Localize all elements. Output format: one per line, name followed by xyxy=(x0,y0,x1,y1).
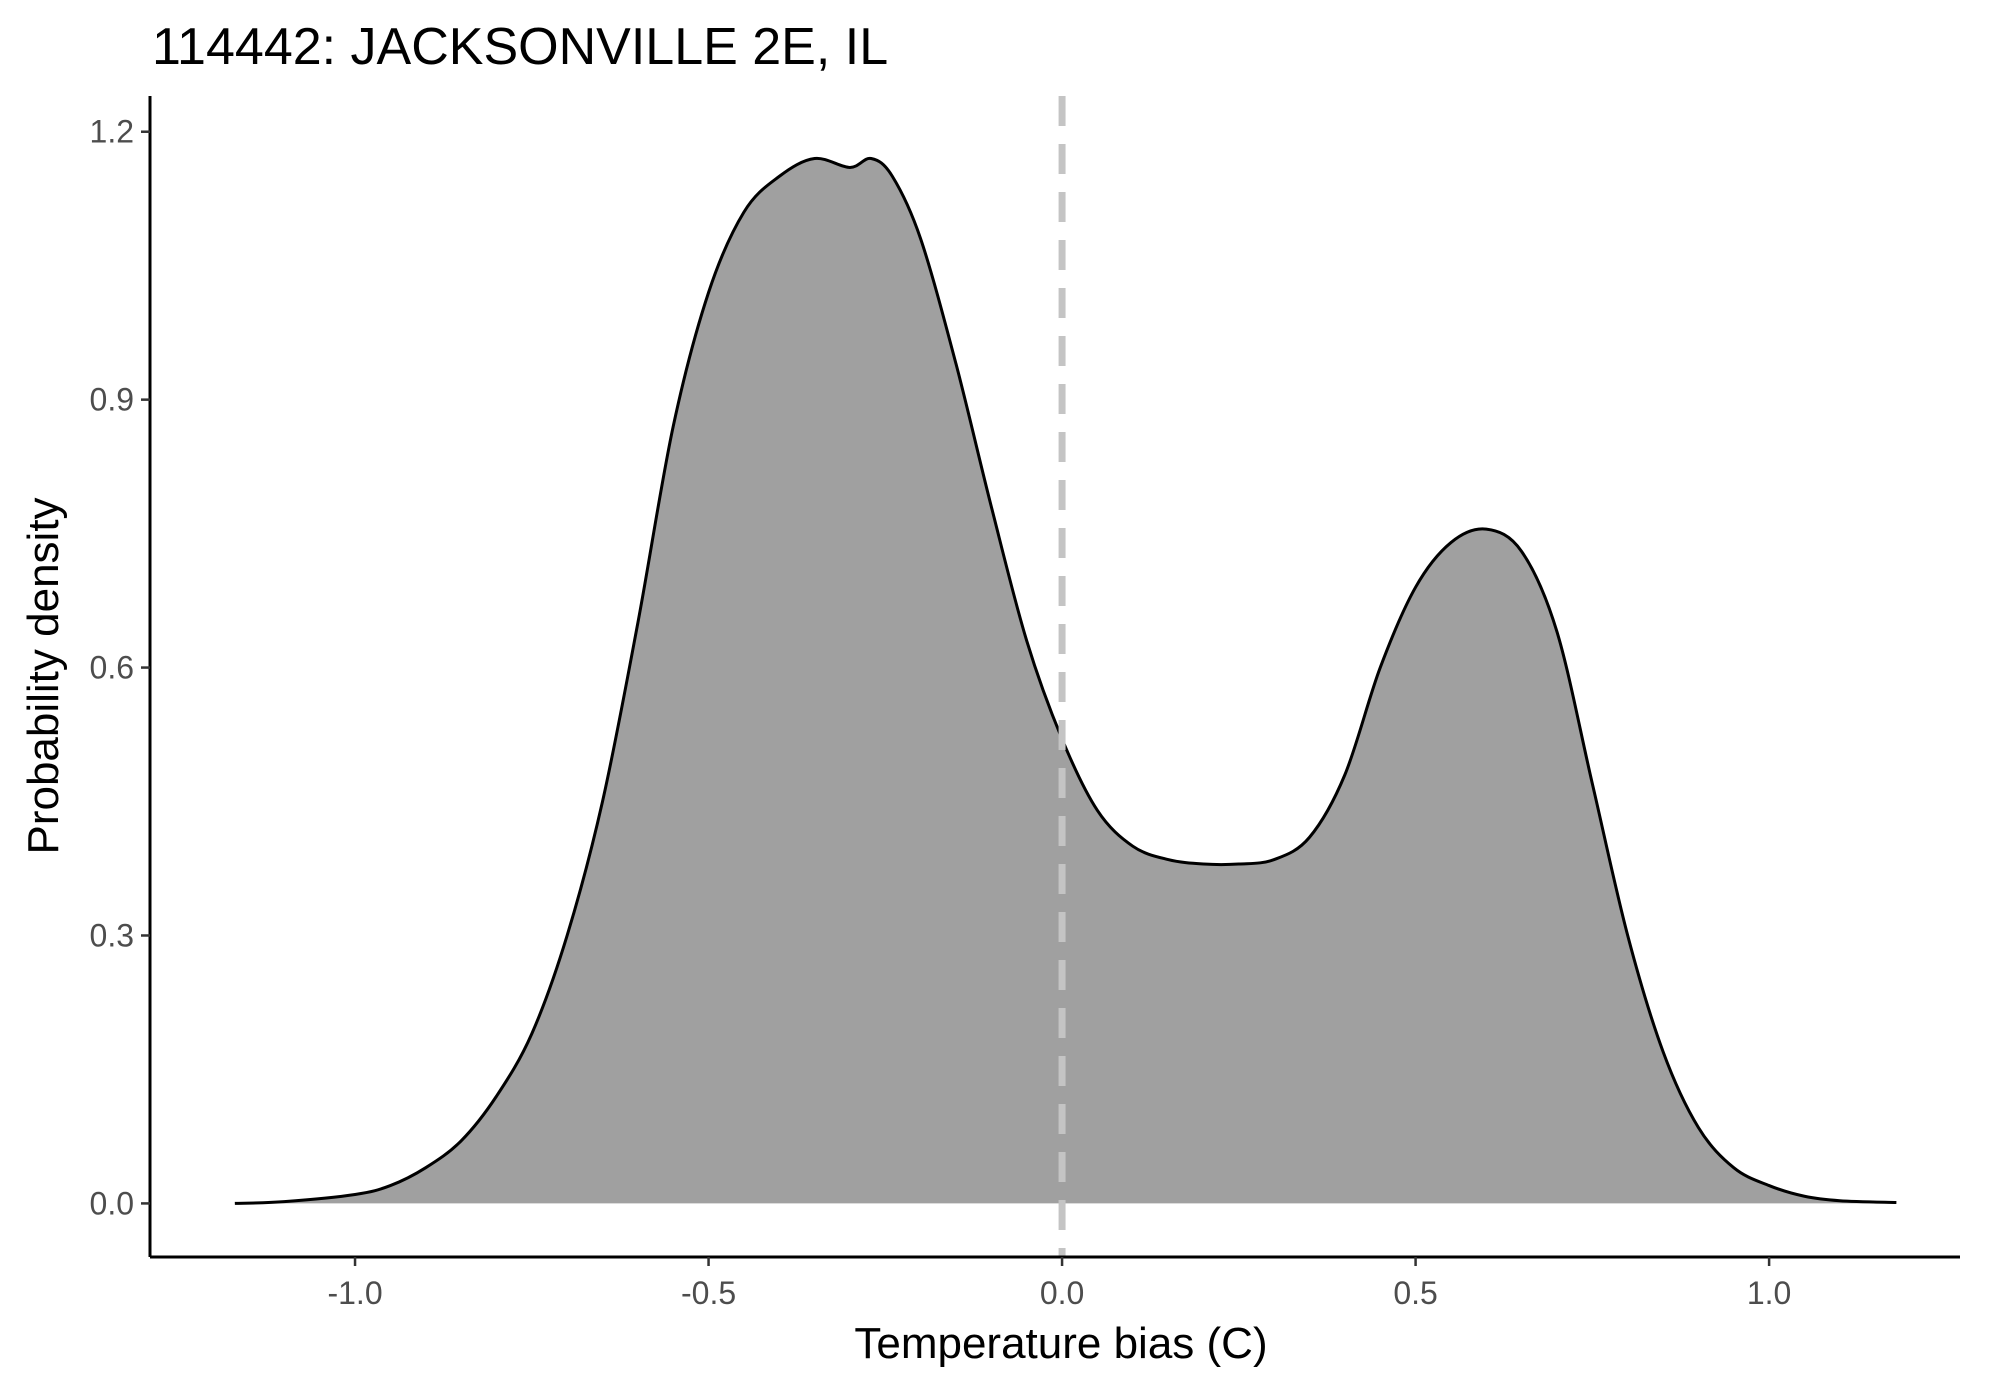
density-layer xyxy=(234,156,1897,1205)
y-axis-ticks: 0.0 0.3 0.6 0.9 1.2 xyxy=(90,114,150,1221)
x-axis-ticks: -1.0 -0.5 0.0 0.5 1.0 xyxy=(327,1257,1791,1311)
y-tick-label: 0.9 xyxy=(90,382,134,418)
x-tick-label: -0.5 xyxy=(681,1275,736,1311)
y-tick-label: 0.3 xyxy=(90,917,134,953)
y-tick-label: 1.2 xyxy=(90,114,134,150)
y-axis-title: Probability density xyxy=(19,497,68,854)
x-tick-label: 1.0 xyxy=(1747,1275,1791,1311)
density-area xyxy=(234,158,1897,1204)
x-tick-label: -1.0 xyxy=(327,1275,382,1311)
chart-title: 114442: JACKSONVILLE 2E, IL xyxy=(152,18,888,76)
x-axis-title: Temperature bias (C) xyxy=(854,1319,1267,1368)
density-curve xyxy=(234,156,1897,1205)
y-tick-label: 0.6 xyxy=(90,650,134,686)
x-tick-label: 0.5 xyxy=(1393,1275,1437,1311)
x-tick-label: 0.0 xyxy=(1040,1275,1084,1311)
y-tick-label: 0.0 xyxy=(90,1185,134,1221)
